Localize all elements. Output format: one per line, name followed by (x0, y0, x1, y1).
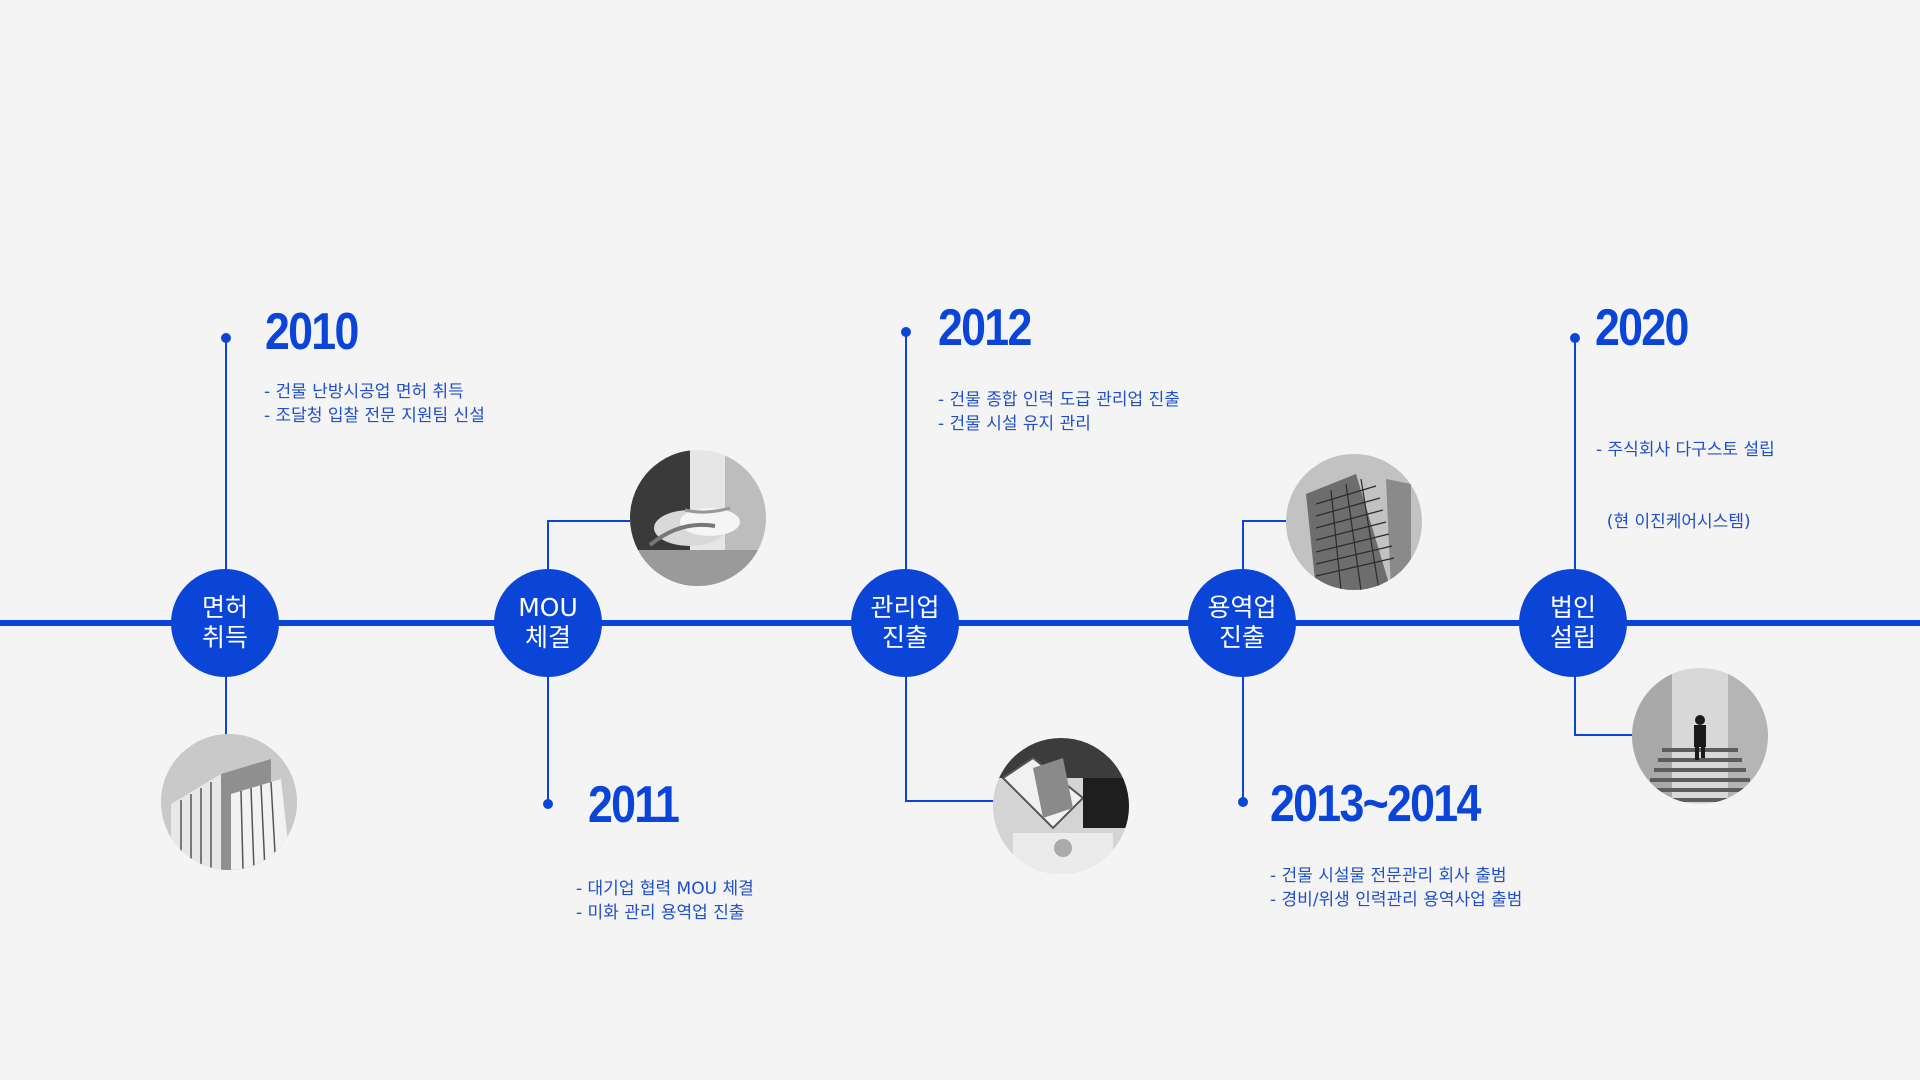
description-line: - 경비/위생 인력관리 용역사업 출범 (1270, 890, 1523, 910)
connector-dot (901, 327, 911, 337)
connector-line (1242, 520, 1288, 522)
connector-line (547, 676, 549, 804)
description-line: - 대기업 협력 MOU 체결 (576, 879, 754, 899)
description-line: (현 이진케어시스템) (1596, 512, 1751, 532)
connector-line (225, 676, 227, 736)
milestone-node-service[interactable]: 용역업 진출 (1188, 569, 1296, 677)
connector-line (547, 520, 631, 522)
milestone-node-management[interactable]: 관리업 진출 (851, 569, 959, 677)
node-label-line2: 진출 (1218, 623, 1265, 652)
node-label-line2: 체결 (524, 623, 571, 652)
milestone-description: - 건물 종합 인력 도급 관리업 진출 - 건물 시설 유지 관리 (938, 388, 1180, 436)
description-line: - 건물 시설물 전문관리 회사 출범 (1270, 866, 1507, 886)
description-line: - 주식회사 다구스토 설립 (1596, 440, 1775, 460)
connector-line (905, 676, 907, 802)
connector-dot (221, 333, 231, 343)
man-on-stairs-photo (1632, 668, 1768, 804)
connector-dot (543, 799, 553, 809)
glass-tower-photo (1286, 454, 1422, 590)
milestone-node-license[interactable]: 면허 취득 (171, 569, 279, 677)
connector-line (225, 338, 227, 578)
description-line: - 건물 시설 유지 관리 (938, 414, 1091, 434)
connector-line (905, 800, 995, 802)
office-building-photo (161, 734, 297, 870)
milestone-year: 2020 (1595, 299, 1689, 357)
description-line: - 건물 종합 인력 도급 관리업 진출 (938, 390, 1180, 410)
milestone-description: - 건물 난방시공업 면허 취득 - 조달청 입찰 전문 지원팀 신설 (264, 380, 485, 428)
milestone-description: - 대기업 협력 MOU 체결 - 미화 관리 용역업 진출 (576, 877, 754, 925)
connector-line (1242, 520, 1244, 570)
milestone-description: - 주식회사 다구스토 설립 (현 이진케어시스템) (1596, 390, 1775, 558)
milestone-node-incorporation[interactable]: 법인 설립 (1519, 569, 1627, 677)
node-label-line2: 진출 (881, 623, 928, 652)
node-label-line1: 용역업 (1207, 593, 1277, 622)
node-label-line1: 법인 (1549, 593, 1596, 622)
milestone-year: 2011 (588, 776, 680, 834)
milestone-node-mou[interactable]: MOU 체결 (494, 569, 602, 677)
meeting-documents-photo (993, 738, 1129, 874)
node-label-line2: 설립 (1549, 623, 1596, 652)
connector-line (1242, 676, 1244, 800)
node-label-line1: 관리업 (870, 593, 940, 622)
node-label-line2: 취득 (201, 623, 248, 652)
description-line: - 건물 난방시공업 면허 취득 (264, 382, 464, 402)
handshake-photo (630, 450, 766, 586)
milestone-year: 2010 (265, 303, 359, 361)
connector-line (1574, 338, 1576, 578)
connector-line (547, 520, 549, 570)
milestone-year: 2013~2014 (1270, 775, 1481, 833)
node-label-line1: MOU (518, 593, 578, 622)
connector-line (1574, 734, 1634, 736)
description-line: - 미화 관리 용역업 진출 (576, 903, 745, 923)
connector-dot (1570, 333, 1580, 343)
connector-dot (1238, 797, 1248, 807)
connector-line (905, 332, 907, 572)
timeline-axis (0, 620, 1920, 626)
milestone-description: - 건물 시설물 전문관리 회사 출범 - 경비/위생 인력관리 용역사업 출범 (1270, 864, 1522, 912)
milestone-year: 2012 (938, 299, 1032, 357)
description-line: - 조달청 입찰 전문 지원팀 신설 (264, 406, 485, 426)
node-label-line1: 면허 (201, 593, 248, 622)
connector-line (1574, 676, 1576, 736)
